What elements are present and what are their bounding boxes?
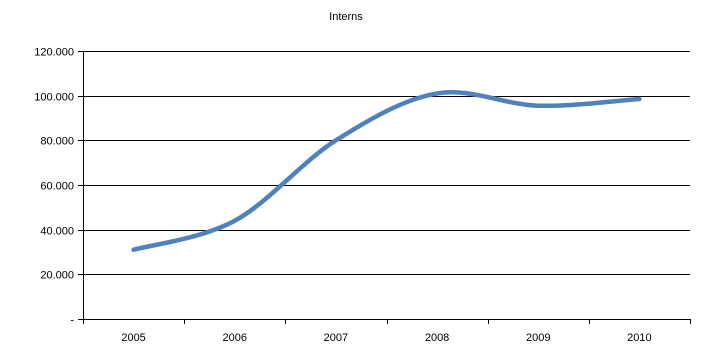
y-tick-label: 80.000 bbox=[40, 136, 74, 148]
x-tick-label: 2008 bbox=[425, 332, 449, 344]
chart-title: Interns bbox=[329, 11, 363, 23]
y-tick-label: 20.000 bbox=[40, 270, 74, 282]
y-tick-label: 40.000 bbox=[40, 226, 74, 238]
gridlines bbox=[83, 51, 690, 275]
series-line bbox=[131, 90, 642, 253]
y-tick-label: 120.000 bbox=[34, 47, 74, 59]
y-tick-label: 60.000 bbox=[40, 181, 74, 193]
x-axis-ticks: 2005 2006 2007 2008 2009 2010 bbox=[83, 319, 691, 344]
y-tick-label: - bbox=[70, 315, 74, 327]
x-tick-label: 2005 bbox=[121, 332, 145, 344]
x-tick-label: 2009 bbox=[526, 332, 550, 344]
x-tick-label: 2006 bbox=[223, 332, 247, 344]
x-tick-label: 2007 bbox=[324, 332, 348, 344]
y-tick-label: 100.000 bbox=[34, 92, 74, 104]
y-axis-ticks: - 20.000 40.000 60.000 80.000 100.000 120.000 bbox=[34, 47, 83, 327]
series bbox=[131, 90, 642, 253]
x-tick-label: 2010 bbox=[627, 332, 651, 344]
